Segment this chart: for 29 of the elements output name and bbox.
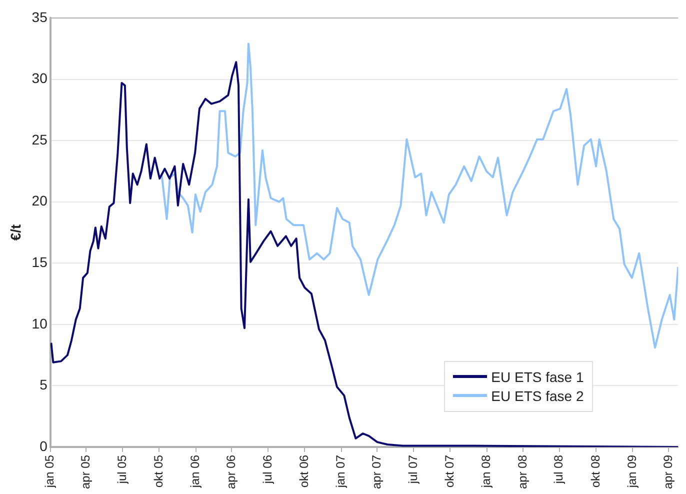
x-tick-label: jan 07 [334, 454, 348, 489]
y-tick-label: 10 [32, 315, 48, 332]
y-tick-label: 35 [32, 8, 48, 25]
x-tick-label: jan 05 [42, 454, 57, 489]
y-tick-label: 0 [40, 438, 48, 454]
x-tick-label: jan 09 [625, 454, 640, 489]
x-tick-label: apr 06 [224, 454, 238, 490]
x-tick-label: jan 08 [479, 454, 494, 489]
x-tick-label: jan 06 [188, 454, 202, 489]
x-tick-label: okt 05 [152, 454, 166, 488]
x-tick-label: jul 06 [260, 454, 274, 485]
x-tick-label: okt 06 [296, 454, 311, 488]
y-tick-label: 30 [32, 70, 48, 86]
x-tick-label: jul 08 [552, 454, 566, 485]
legend-label: EU ETS fase 1 [491, 368, 584, 385]
x-tick-label: okt 08 [588, 454, 602, 488]
x-tick-label: okt 07 [442, 454, 456, 488]
y-tick-label: 25 [32, 131, 48, 148]
x-tick-label: apr 09 [660, 454, 675, 490]
x-tick-label: apr 07 [370, 454, 384, 490]
x-tick-label: jul 07 [406, 454, 420, 485]
y-tick-label: 5 [40, 376, 48, 393]
x-tick-label: apr 08 [515, 454, 530, 490]
y-tick-label: 20 [32, 192, 48, 209]
y-axis-title: €/t [7, 224, 24, 241]
y-tick-label: 15 [32, 254, 48, 270]
x-tick-label: apr 05 [78, 454, 93, 490]
legend-label: EU ETS fase 2 [491, 388, 584, 404]
x-tick-label: jul 05 [114, 454, 129, 485]
